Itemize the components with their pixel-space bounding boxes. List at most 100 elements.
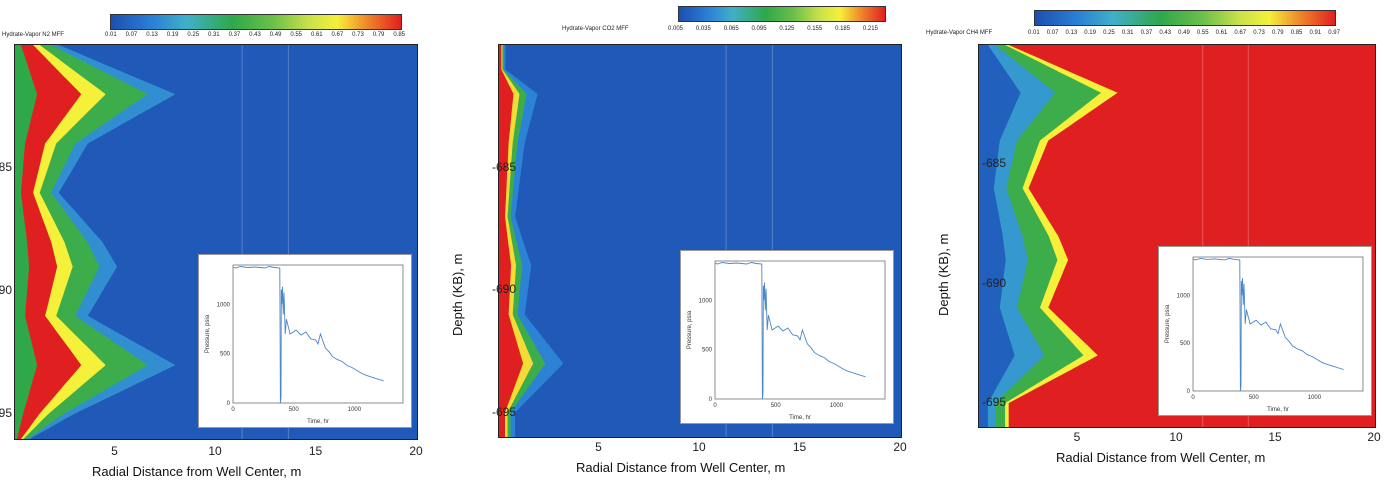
- inset-x-tick: 500: [771, 403, 782, 409]
- colorbar-title-ch4: Hydrate-Vapor CH4 MFF: [926, 30, 993, 36]
- colorbar-ticks-n2: 0.01 0.07 0.13 0.19 0.25 0.31 0.37 0.43 0.49 0.55…: [105, 32, 405, 38]
- colorbar-tick-label: 0.19: [166, 32, 179, 38]
- colorbar-title-n2: Hydrate-Vapor N2 MFF: [2, 32, 64, 38]
- colorbar-tick-label: 0.005: [668, 26, 684, 32]
- x-axis-label-n2: Radial Distance from Well Center, m: [92, 464, 302, 479]
- colorbar-tick-label: 0.25: [187, 32, 200, 38]
- colorbar-ticks-co2: 0.005 0.035 0.065 0.095 0.125 0.155 0.185 0.215: [668, 26, 878, 32]
- pressure-inset-n2: 0 500 1000 0 500 1000 Time, hr Pressure, psia: [198, 254, 412, 428]
- colorbar-tick-label: 0.61: [1215, 30, 1228, 36]
- inset-y-label: Pressure, psia: [1165, 304, 1171, 343]
- y-tick-label: -695: [981, 395, 1006, 410]
- x-tick-label: 10: [208, 444, 222, 458]
- panel-co2: Hydrate-Vapor CO2 MFF 0.005 0.035 0.065 0.0…: [450, 0, 924, 480]
- colorbar-tick-label: 0.73: [352, 32, 364, 38]
- inset-y-label: Pressure, psia: [205, 314, 211, 353]
- y-tick-label: -685: [0, 160, 12, 175]
- colorbar-tick-label: 0.065: [723, 26, 739, 32]
- concentration-band-3: [499, 45, 524, 437]
- colorbar-tick-label: 0.155: [807, 26, 823, 32]
- colorbar-tick-label: 0.13: [1065, 30, 1078, 36]
- x-axis-label-co2: Radial Distance from Well Center, m: [576, 460, 786, 475]
- colorbar-tick-label: 0.61: [310, 32, 323, 38]
- inset-x-label: Time, hr: [1267, 407, 1289, 413]
- panel-ch4: Hydrate-Vapor CH4 MFF 0.01 0.07 0.13 0.19 0.…: [924, 0, 1386, 480]
- x-tick-label: 20: [893, 440, 907, 454]
- y-axis-label-co2: Depth (KB), m: [450, 253, 465, 336]
- inset-y-tick: 500: [1180, 341, 1191, 347]
- inset-x-label: Time, hr: [789, 415, 811, 421]
- colorbar-tick-label: 0.185: [835, 26, 851, 32]
- x-tick-label: 15: [308, 444, 323, 458]
- x-tick-label: 10: [1169, 430, 1183, 444]
- inset-y-tick: 1000: [1177, 293, 1191, 299]
- concentration-band-3: [15, 45, 82, 439]
- x-tick-label: 15: [1268, 430, 1282, 444]
- y-tick-label: -685: [491, 159, 516, 174]
- inset-axes: [1192, 256, 1364, 392]
- pressure-inset-co2: 0 500 1000 0 500 1000 Time, hr Pressure, psia: [680, 250, 894, 424]
- colorbar-tick-label: 0.31: [207, 32, 220, 38]
- colorbar-tick-label: 0.85: [1290, 30, 1303, 36]
- y-tick-label: -695: [491, 404, 516, 419]
- colorbar-tick-label: 0.43: [1159, 30, 1172, 36]
- colorbar-ticks-ch4: 0.01 0.07 0.13 0.19 0.25 0.31 0.37 0.43 0.49 0.55…: [1028, 30, 1340, 36]
- inset-x-label: Time, hr: [307, 419, 329, 425]
- colorbar-tick-label: 0.73: [1253, 30, 1265, 36]
- colorbar-tick-label: 0.79: [1271, 30, 1284, 36]
- concentration-band-3: [979, 45, 1021, 427]
- inset-y-tick: 500: [220, 352, 231, 358]
- colorbar-tick-label: 0.07: [1046, 30, 1059, 36]
- x-tick-label: 5: [1073, 430, 1081, 444]
- inset-y-tick: 500: [702, 348, 713, 354]
- colorbar-tick-label: 0.49: [1178, 30, 1190, 36]
- inset-y-tick: 1000: [217, 302, 231, 308]
- y-tick-label: -690: [981, 275, 1006, 290]
- colorbar-tick-label: 0.215: [862, 26, 878, 32]
- inset-x-tick: 500: [1249, 395, 1260, 401]
- colorbar-tick-label: 0.035: [695, 26, 711, 32]
- colorbar-tick-label: 0.25: [1103, 30, 1115, 36]
- y-tick-label: -685: [981, 156, 1006, 171]
- colorbar-tick-label: 0.19: [1084, 30, 1096, 36]
- x-tick-label: 5: [111, 444, 118, 458]
- inset-x-tick: 0: [231, 407, 235, 413]
- pressure-inset-plot-n2: 0 500 1000 0 500 1000 Time, hr Pressure, psia: [205, 264, 404, 425]
- inset-x-tick: 0: [713, 403, 717, 409]
- colorbar-tick-label: 0.37: [228, 32, 241, 38]
- colorbar-co2: [678, 6, 886, 22]
- inset-y-tick: 0: [709, 397, 713, 403]
- pressure-trace: [714, 262, 866, 400]
- pressure-inset-plot-ch4: 0 500 1000 0 500 1000 Time, hr Pressure, psia: [1165, 256, 1364, 413]
- inset-x-tick: 1000: [1308, 395, 1322, 401]
- inset-x-tick: 1000: [830, 403, 844, 409]
- colorbar-tick-label: 0.13: [146, 32, 158, 38]
- colorbar-n2: [110, 14, 402, 30]
- colorbar-tick-label: 0.55: [290, 32, 303, 38]
- inset-axes: [232, 264, 404, 404]
- x-tick-label: 5: [595, 440, 602, 454]
- inset-x-tick: 500: [289, 407, 300, 413]
- y-tick-label: -695: [0, 406, 12, 421]
- colorbar-tick-label: 0.125: [779, 26, 795, 32]
- pressure-trace: [232, 266, 384, 404]
- colorbar-tick-label: 0.31: [1121, 30, 1134, 36]
- y-axis-label-ch4: Depth (KB), m: [936, 233, 951, 316]
- inset-y-tick: 0: [1187, 389, 1191, 395]
- inset-x-tick: 1000: [348, 407, 362, 413]
- colorbar-tick-label: 0.85: [393, 32, 405, 38]
- colorbar-tick-label: 0.01: [105, 32, 117, 38]
- x-axis-label-ch4: Radial Distance from Well Center, m: [1056, 450, 1266, 465]
- colorbar-ch4: [1034, 10, 1336, 26]
- concentration-band-4: [15, 45, 38, 439]
- colorbar-tick-label: 0.55: [1196, 30, 1209, 36]
- colorbar-tick-label: 0.67: [331, 32, 344, 38]
- pressure-inset-ch4: 0 500 1000 0 500 1000 Time, hr Pressure, psia: [1158, 246, 1372, 416]
- x-tick-label: 20: [1367, 430, 1381, 444]
- pressure-inset-plot-co2: 0 500 1000 0 500 1000 Time, hr Pressure, psia: [687, 260, 886, 421]
- colorbar-tick-label: 0.095: [751, 26, 767, 32]
- x-tick-label: 10: [692, 440, 706, 454]
- colorbar-tick-label: 0.07: [125, 32, 138, 38]
- colorbar-tick-label: 0.49: [269, 32, 282, 38]
- colorbar-tick-label: 0.43: [249, 32, 261, 38]
